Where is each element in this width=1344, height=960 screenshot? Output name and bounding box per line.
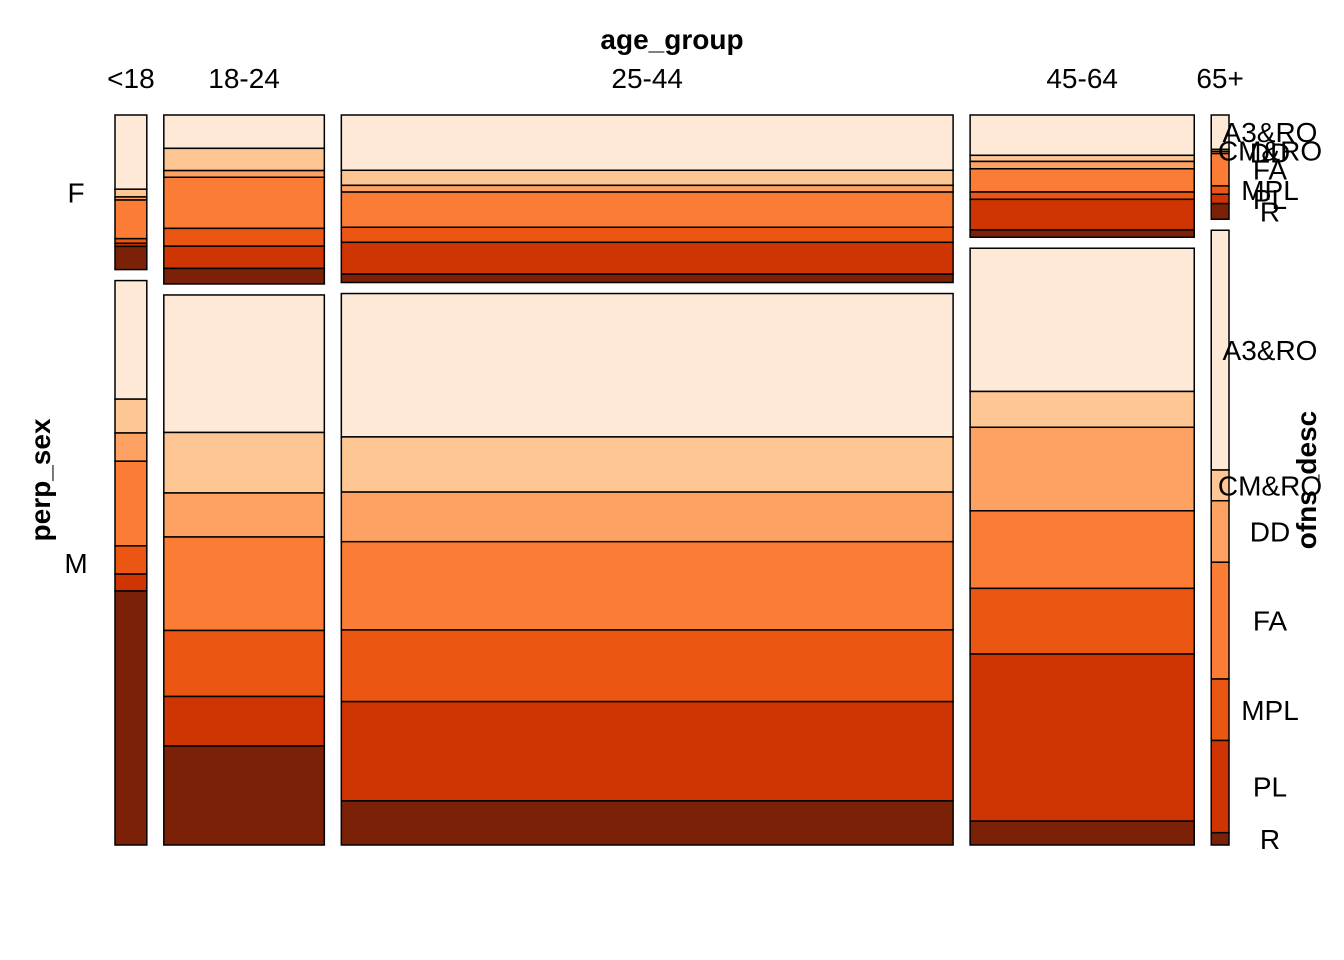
z-tick-m-a3-and-ro: A3&RO [1223,335,1318,366]
tile-18-24-m-fa [163,536,326,632]
z-tick-m-pl: PL [1253,772,1287,803]
tile-45-64-f-mpl [969,191,1195,201]
tile-18-24-m-pl [163,695,326,747]
tile-25-44-m-dd [340,491,954,543]
tile-under-18-m-pl [114,573,148,592]
tile-under-18-m-a3-and-ro [114,279,148,400]
tile-45-64-m-mpl [969,587,1195,655]
mosaic-tiles [114,114,1230,846]
tile-18-24-f-dd [163,169,326,179]
tile-18-24-m-dd [163,492,326,538]
z-tick-f-cm-and-ro: CM&RO [1218,135,1322,166]
tile-25-44-f-dd [340,184,954,193]
tile-under-18-m-fa [114,460,148,547]
tile-45-64-m-fa [969,510,1195,590]
tile-25-44-m-cm-and-ro [340,436,954,493]
tile-18-24-f-r [163,267,326,285]
z-tick-m-fa: FA [1253,606,1288,637]
tile-25-44-m-mpl [340,629,954,703]
tile-45-64-f-fa [969,168,1195,193]
tile-under-18-m-r [114,590,148,846]
tile-45-64-m-dd [969,426,1195,512]
tile-25-44-f-fa [340,191,954,228]
y-tick-m: M [64,548,87,579]
z-tick-m-r: R [1260,824,1280,855]
tile-65-plus-m-fa [1210,561,1230,680]
tile-65-plus-m-mpl [1210,678,1230,742]
tile-65-plus-m-r [1210,831,1230,846]
z-tick-f-a3-and-ro: A3&RO [1223,117,1318,148]
z-axis-title: ofns_desc [1291,411,1322,550]
tile-25-44-f-a3-and-ro [340,114,954,172]
y-tick-f: F [67,177,84,208]
tile-45-64-f-r [969,229,1195,238]
tile-45-64-f-dd [969,160,1195,170]
tile-45-64-m-r [969,820,1195,846]
tick-labels: <18 18-24 25-44 45-64 65+FMA3&ROCM&RODDFAMPL… [64,63,1322,855]
tile-45-64-m-pl [969,653,1195,822]
tile-25-44-m-a3-and-ro [340,292,954,438]
x-axis-title: age_group [600,24,743,55]
z-tick-f-pl: PL [1253,184,1287,215]
tile-25-44-f-pl [340,241,954,275]
tile-45-64-f-cm-and-ro [969,154,1195,163]
tile-25-44-f-mpl [340,226,954,244]
x-tick-under-18: <18 [107,63,155,94]
tile-45-64-m-a3-and-ro [969,247,1195,393]
tile-45-64-m-cm-and-ro [969,390,1195,429]
z-tick-m-dd: DD [1250,516,1290,547]
tile-65-plus-m-pl [1210,739,1230,834]
tile-18-24-f-pl [163,245,326,270]
tile-18-24-f-a3-and-ro [163,114,326,150]
tile-25-44-m-pl [340,700,954,802]
tile-25-44-f-cm-and-ro [340,169,954,187]
tile-under-18-m-cm-and-ro [114,398,148,434]
tile-18-24-f-mpl [163,227,326,247]
tile-45-64-f-a3-and-ro [969,114,1195,157]
tile-under-18-f-cm-and-ro [114,188,148,198]
tile-under-18-f-fa [114,199,148,240]
tile-65-plus-f-pl [1210,193,1230,205]
tile-25-44-m-fa [340,540,954,631]
tile-under-18-m-dd [114,432,148,462]
z-tick-f-dd: DD [1250,138,1290,169]
tile-18-24-m-a3-and-ro [163,294,326,434]
tile-18-24-f-cm-and-ro [163,147,326,172]
z-tick-f-fa: FA [1253,155,1288,186]
tile-under-18-f-r [114,245,148,271]
tile-45-64-f-pl [969,198,1195,231]
tile-18-24-f-fa [163,176,326,230]
z-tick-m-mpl: MPL [1241,695,1299,726]
y-axis-title: perp_sex [25,418,56,541]
tile-18-24-m-r [163,745,326,846]
x-tick-18-24: 18-24 [208,63,280,94]
z-tick-m-cm-and-ro: CM&RO [1218,470,1322,501]
z-tick-f-r: R [1260,196,1280,227]
tile-65-plus-m-dd [1210,499,1230,563]
tile-25-44-f-r [340,273,954,284]
x-tick-45-64: 45-64 [1046,63,1118,94]
tile-65-plus-f-r [1210,202,1230,221]
z-tick-f-mpl: MPL [1241,175,1299,206]
x-tick-25-44: 25-44 [611,63,683,94]
tile-18-24-m-mpl [163,629,326,698]
tile-under-18-m-mpl [114,545,148,575]
tile-under-18-f-a3-and-ro [114,114,148,190]
tile-65-plus-f-mpl [1210,185,1230,195]
x-tick-65-plus: 65+ [1196,63,1244,94]
tile-25-44-m-r [340,800,954,846]
tile-18-24-m-cm-and-ro [163,431,326,494]
